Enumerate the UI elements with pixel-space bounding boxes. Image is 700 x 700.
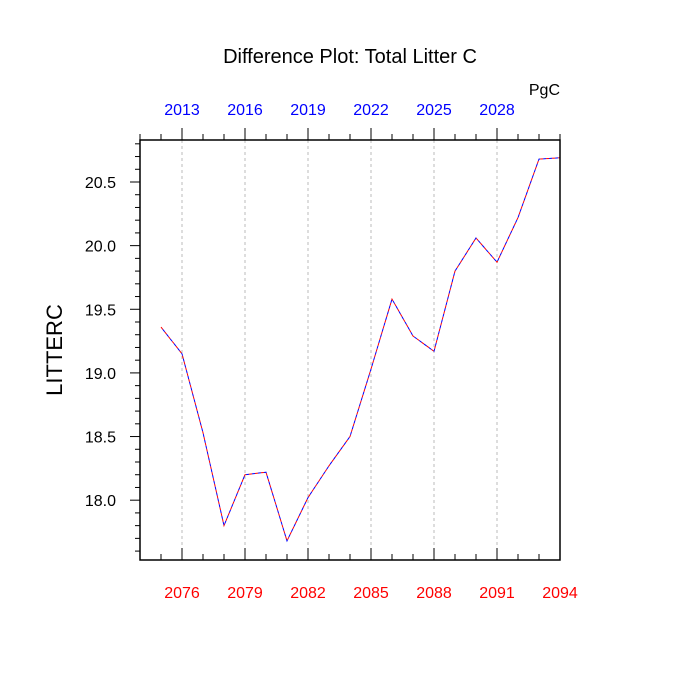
x-top-tick-label: 2016 xyxy=(227,102,263,119)
y-tick-label: 20.0 xyxy=(85,239,116,256)
y-tick-label: 19.5 xyxy=(85,302,116,319)
y-tick-label: 18.5 xyxy=(85,430,116,447)
x-bottom-tick-label: 2082 xyxy=(290,585,326,602)
x-top-tick-label: 2028 xyxy=(479,102,515,119)
x-bottom-tick-label: 2094 xyxy=(542,585,578,602)
series-line-top-axis xyxy=(160,157,561,543)
x-top-tick-label: 2019 xyxy=(290,102,326,119)
x-bottom-tick-label: 2085 xyxy=(353,585,389,602)
x-bottom-tick-label: 2079 xyxy=(227,585,263,602)
series-line-bottom-axis xyxy=(160,157,561,543)
x-bottom-tick-label: 2076 xyxy=(164,585,200,602)
x-top-tick-label: 2025 xyxy=(416,102,452,119)
y-tick-label: 20.5 xyxy=(85,175,116,192)
y-axis-label: LITTERC xyxy=(42,304,67,396)
y-tick-label: 18.0 xyxy=(85,493,116,510)
axis-ticks xyxy=(130,128,561,560)
chart-title: Difference Plot: Total Litter C xyxy=(223,46,477,68)
x-top-tick-label: 2022 xyxy=(353,102,389,119)
x-top-tick-label: 2013 xyxy=(164,102,200,119)
units-label: PgC xyxy=(529,82,560,99)
grid xyxy=(181,140,498,560)
x-bottom-tick-label: 2088 xyxy=(416,585,452,602)
tick-labels: 2076 2079 2082 2085 2088 2091 2094 2013 2016 2019… xyxy=(85,102,578,602)
x-bottom-tick-label: 2091 xyxy=(479,585,515,602)
series-lines xyxy=(160,157,561,543)
y-tick-label: 19.0 xyxy=(85,366,116,383)
